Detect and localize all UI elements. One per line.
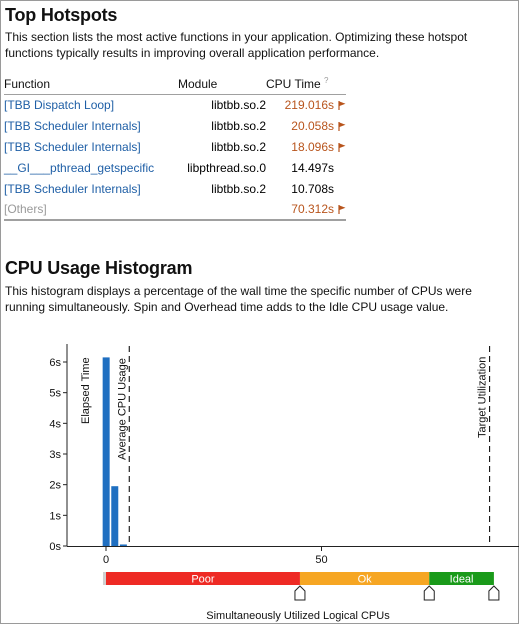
idle-band-segment xyxy=(102,572,106,585)
module-cell: libtbb.so.2 xyxy=(211,97,266,112)
histogram-title: CPU Usage Histogram xyxy=(5,258,193,278)
x-tick-label: 50 xyxy=(315,554,327,566)
table-row: [TBB Scheduler Internals] libtbb.so.2 18.0… xyxy=(4,136,346,157)
function-cell: [Others] xyxy=(4,199,178,221)
function-cell: [TBB Scheduler Internals] xyxy=(4,115,178,136)
y-axis-label: Elapsed Time xyxy=(80,357,92,424)
y-tick-label: 2s xyxy=(49,480,61,492)
cpu-time-cell: 20.058s xyxy=(266,115,346,136)
help-icon[interactable]: ? xyxy=(324,76,329,86)
table-header-row: Function Module CPU Time ? xyxy=(4,74,346,95)
cpu-time-cell: 14.497s xyxy=(266,157,346,178)
module-cell xyxy=(178,199,266,221)
cpu-time-value: 10.708s xyxy=(291,181,334,196)
table-row: [Others] 70.312s xyxy=(4,199,346,221)
column-header-module[interactable]: Module xyxy=(178,74,266,95)
table-row: [TBB Dispatch Loop] libtbb.so.2 219.016s xyxy=(4,94,346,115)
cpu-time-value: 14.497s xyxy=(291,160,334,175)
function-cell: [TBB Scheduler Internals] xyxy=(4,178,178,199)
function-cell: __GI___pthread_getspecific xyxy=(4,157,178,178)
hotspot-flag-icon xyxy=(334,205,346,216)
table-row: [TBB Scheduler Internals] libtbb.so.2 20.0… xyxy=(4,115,346,136)
average-cpu-usage-label: Average CPU Usage xyxy=(116,358,128,460)
hotspots-description: This section lists the most active funct… xyxy=(5,30,468,60)
function-link[interactable]: [TBB Scheduler Internals] xyxy=(4,139,141,154)
utilization-band-1 xyxy=(299,572,430,585)
function-link[interactable]: [TBB Dispatch Loop] xyxy=(4,97,115,112)
hotspots-table: Function Module CPU Time ? [TBB Dispatch… xyxy=(4,74,346,221)
y-tick-label: 4s xyxy=(49,418,61,430)
function-cell: [TBB Dispatch Loop] xyxy=(4,94,178,115)
cpu-time-value: 20.058s xyxy=(291,118,334,133)
cpu-time-header-label: CPU Time xyxy=(266,77,321,92)
cpu-time-cell: 10.708s xyxy=(266,178,346,199)
cpu-time-cell: 18.096s xyxy=(266,136,346,157)
threshold-slider-handle-icon[interactable] xyxy=(423,585,435,601)
histogram-description: This histogram displays a percentage of … xyxy=(5,284,472,314)
module-cell: libtbb.so.2 xyxy=(211,118,266,133)
module-cell: libtbb.so.2 xyxy=(211,139,266,154)
x-axis-label: Simultaneously Utilized Logical CPUs xyxy=(206,610,390,622)
column-header-cpu-time[interactable]: CPU Time ? xyxy=(266,74,346,95)
module-cell: libtbb.so.2 xyxy=(211,181,266,196)
y-tick-label: 5s xyxy=(49,388,61,400)
function-link[interactable]: __GI___pthread_getspecific xyxy=(4,160,155,175)
threshold-slider-handle-icon[interactable] xyxy=(488,585,500,601)
histogram-bar xyxy=(119,544,127,546)
hotspot-flag-icon xyxy=(334,121,346,133)
function-cell: [TBB Scheduler Internals] xyxy=(4,136,178,157)
histogram-bar xyxy=(111,486,119,546)
threshold-slider-handle-icon[interactable] xyxy=(294,585,306,601)
y-tick-label: 0s xyxy=(49,541,61,553)
table-row: [TBB Scheduler Internals] libtbb.so.2 10.7… xyxy=(4,178,346,199)
histogram-bar xyxy=(102,357,110,546)
cpu-time-value: 70.312s xyxy=(291,202,334,216)
function-link[interactable]: [TBB Scheduler Internals] xyxy=(4,118,141,133)
utilization-band-label: Ok xyxy=(358,574,373,586)
cpu-time-value: 18.096s xyxy=(291,139,334,154)
function-link[interactable]: [Others] xyxy=(4,202,47,216)
y-tick-label: 6s xyxy=(49,357,61,369)
cpu-time-cell: 219.016s xyxy=(266,94,346,115)
cpu-time-cell: 70.312s xyxy=(266,199,346,221)
column-header-function[interactable]: Function xyxy=(4,74,178,95)
hotspot-flag-icon xyxy=(334,100,346,112)
utilization-band-label: Poor xyxy=(191,574,215,586)
y-tick-label: 3s xyxy=(49,449,61,461)
cpu-time-value: 219.016s xyxy=(284,97,334,112)
hotspot-flag-icon xyxy=(334,142,346,154)
utilization-band-2 xyxy=(429,572,494,585)
table-row: __GI___pthread_getspecific libpthread.so.… xyxy=(4,157,346,178)
hotspots-title: Top Hotspots xyxy=(5,5,118,25)
target-utilization-label: Target Utilization xyxy=(477,357,489,438)
module-cell: libpthread.so.0 xyxy=(187,160,266,175)
y-tick-label: 1s xyxy=(49,510,61,522)
function-link[interactable]: [TBB Scheduler Internals] xyxy=(4,181,141,196)
utilization-band-0 xyxy=(106,572,300,585)
utilization-band-label: Ideal xyxy=(450,574,474,586)
x-tick-label: 0 xyxy=(103,554,109,566)
